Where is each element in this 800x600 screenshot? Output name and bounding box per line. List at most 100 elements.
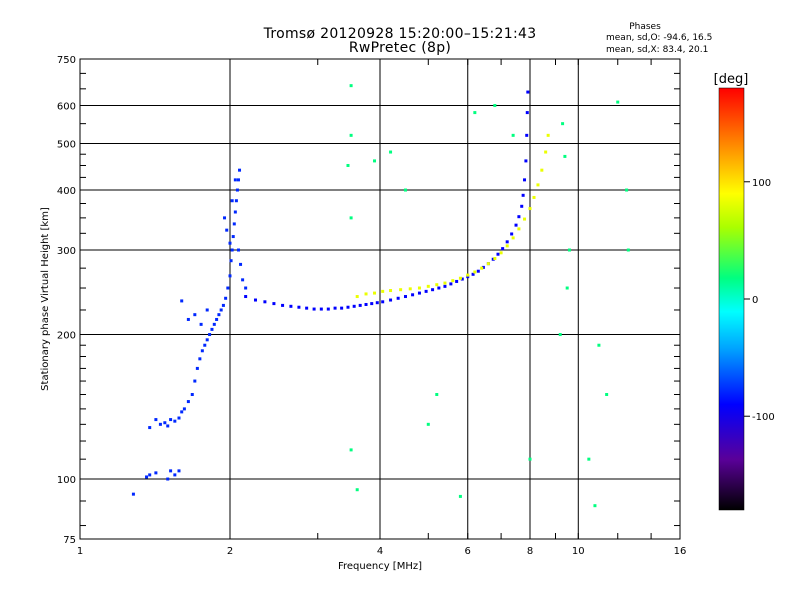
data-point bbox=[546, 133, 550, 137]
data-point bbox=[426, 422, 430, 426]
data-point bbox=[511, 133, 515, 137]
data-point bbox=[235, 188, 239, 192]
data-point bbox=[340, 306, 344, 310]
data-point bbox=[364, 302, 368, 306]
x-tick-label: 1 bbox=[77, 546, 83, 557]
data-point bbox=[443, 281, 447, 285]
data-point bbox=[198, 357, 202, 361]
data-point bbox=[544, 150, 548, 154]
data-point bbox=[180, 299, 184, 303]
data-point bbox=[528, 457, 532, 461]
data-point bbox=[272, 302, 276, 306]
data-point bbox=[244, 295, 248, 299]
x-tick-label: 6 bbox=[465, 546, 471, 557]
data-point bbox=[229, 259, 233, 263]
data-point bbox=[352, 304, 356, 308]
data-point bbox=[466, 273, 470, 277]
data-point bbox=[228, 241, 232, 245]
data-point bbox=[466, 275, 470, 279]
data-point bbox=[239, 262, 243, 266]
data-point bbox=[381, 300, 385, 304]
data-point bbox=[219, 308, 223, 312]
data-point bbox=[215, 317, 219, 321]
data-point bbox=[625, 188, 629, 192]
data-point bbox=[346, 305, 350, 309]
data-point bbox=[491, 257, 495, 261]
scatter-points bbox=[131, 84, 630, 508]
data-point bbox=[238, 168, 242, 172]
data-point bbox=[435, 393, 439, 397]
y-tick-label: 75 bbox=[63, 535, 76, 546]
data-point bbox=[166, 477, 170, 481]
data-point bbox=[221, 303, 225, 307]
data-point bbox=[389, 150, 393, 154]
data-point bbox=[411, 293, 415, 297]
data-point bbox=[525, 111, 529, 115]
data-point bbox=[437, 286, 441, 290]
data-point bbox=[223, 216, 227, 220]
data-point bbox=[177, 416, 181, 420]
y-tick-label: 200 bbox=[57, 331, 76, 342]
data-point bbox=[199, 322, 203, 326]
data-point bbox=[417, 286, 421, 290]
data-point bbox=[349, 448, 353, 452]
data-point bbox=[166, 424, 170, 428]
data-point bbox=[145, 475, 149, 479]
data-point bbox=[451, 279, 455, 283]
data-point bbox=[501, 247, 505, 251]
data-point bbox=[205, 308, 209, 312]
data-point bbox=[389, 289, 393, 293]
data-point bbox=[399, 288, 403, 292]
data-point bbox=[525, 133, 529, 137]
data-point bbox=[190, 393, 194, 397]
data-point bbox=[528, 207, 532, 211]
data-point bbox=[233, 210, 237, 214]
data-point bbox=[455, 279, 459, 283]
data-point bbox=[263, 300, 267, 304]
data-point bbox=[431, 288, 435, 292]
data-point bbox=[616, 100, 620, 104]
data-point bbox=[403, 295, 407, 299]
data-point bbox=[349, 84, 353, 88]
data-point bbox=[373, 159, 377, 163]
data-point bbox=[180, 410, 184, 414]
data-point bbox=[193, 313, 197, 317]
data-point bbox=[471, 272, 475, 276]
data-point bbox=[241, 278, 245, 282]
data-point bbox=[396, 296, 400, 300]
data-point bbox=[230, 199, 234, 203]
data-point bbox=[532, 195, 536, 199]
data-point bbox=[226, 286, 230, 290]
data-point bbox=[346, 163, 350, 167]
colorbar-tick-label: -100 bbox=[752, 412, 775, 423]
data-point bbox=[563, 154, 567, 158]
colorbar-tick-label: 0 bbox=[752, 295, 758, 306]
data-point bbox=[524, 159, 528, 163]
data-point bbox=[449, 282, 453, 286]
data-point bbox=[476, 269, 480, 273]
grid bbox=[80, 59, 680, 539]
data-point bbox=[236, 178, 240, 182]
data-point bbox=[131, 492, 135, 496]
data-point bbox=[499, 251, 503, 255]
data-point bbox=[169, 418, 173, 422]
x-tick-label: 8 bbox=[527, 546, 533, 557]
data-point bbox=[232, 222, 236, 226]
data-point bbox=[473, 270, 477, 274]
data-point bbox=[443, 284, 447, 288]
data-point bbox=[225, 228, 229, 232]
data-point bbox=[597, 343, 601, 347]
data-point bbox=[193, 379, 197, 383]
data-point bbox=[458, 494, 462, 498]
data-point bbox=[364, 292, 368, 296]
data-point bbox=[186, 317, 190, 321]
data-point bbox=[234, 199, 238, 203]
data-point bbox=[236, 248, 240, 252]
axis-ticks: 1 2 4 6 8 10 16 75 100 200 300 400 500 600 750 bbox=[57, 55, 686, 557]
x-axis-label: Frequency [MHz] bbox=[338, 561, 422, 572]
data-point bbox=[186, 400, 190, 404]
data-point bbox=[177, 469, 181, 473]
data-point bbox=[195, 366, 199, 370]
data-point bbox=[605, 393, 609, 397]
data-point bbox=[231, 235, 235, 239]
